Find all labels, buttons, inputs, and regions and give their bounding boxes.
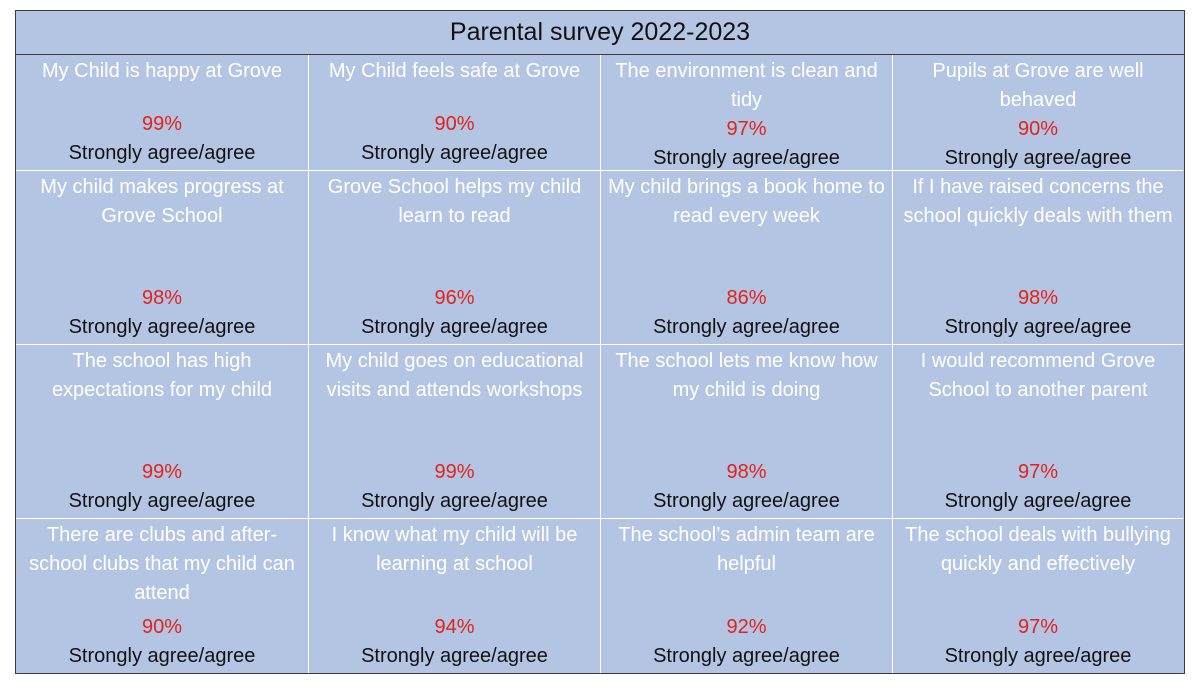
survey-answer: Strongly agree/agree <box>944 316 1132 338</box>
survey-question: Grove School helps my child learn to rea… <box>327 176 582 227</box>
survey-cell: Grove School helps my child learn to rea… <box>309 171 601 345</box>
survey-answer: Strongly agree/agree <box>361 142 548 164</box>
survey-cell: The school deals with bullying quickly a… <box>893 519 1183 673</box>
survey-answer: Strongly agree/agree <box>653 490 840 512</box>
survey-cell: My Child feels safe at Grove 90% Strongly … <box>309 55 601 171</box>
survey-question: The school deals with bullying quickly a… <box>905 524 1171 575</box>
survey-question: The school lets me know how my child is … <box>615 350 878 401</box>
survey-answer: Strongly agree/agree <box>944 645 1132 667</box>
survey-percent: 99% <box>141 113 183 135</box>
survey-cell: I would recommend Grove School to anothe… <box>893 345 1183 519</box>
survey-answer: Strongly agree/agree <box>653 147 840 169</box>
survey-cell: The school has high expectations for my … <box>16 345 309 519</box>
survey-cell: The environment is clean and tidy 97% Stro… <box>601 55 893 171</box>
survey-answer: Strongly agree/agree <box>68 142 256 164</box>
survey-question: The environment is clean and tidy <box>615 60 878 111</box>
survey-percent: 97% <box>1017 461 1059 483</box>
survey-question: My child brings a book home to read ever… <box>608 176 885 227</box>
survey-answer: Strongly agree/agree <box>68 316 256 338</box>
survey-question: There are clubs and after-school clubs t… <box>29 524 295 604</box>
survey-answer: Strongly agree/agree <box>944 147 1132 169</box>
survey-question: The school has high expectations for my … <box>51 350 273 401</box>
survey-percent: 97% <box>1017 616 1059 638</box>
survey-percent: 90% <box>141 616 183 638</box>
survey-question: My child makes progress at Grove School <box>40 176 284 227</box>
survey-question: The school’s admin team are helpful <box>618 524 875 575</box>
survey-question: My child goes on educational visits and … <box>325 350 584 401</box>
survey-percent: 98% <box>726 461 767 483</box>
survey-question: If I have raised concerns the school qui… <box>903 176 1173 227</box>
survey-answer: Strongly agree/agree <box>653 645 840 667</box>
survey-table: Parental survey 2022-2023 My Child is ha… <box>15 10 1185 674</box>
survey-cell: There are clubs and after-school clubs t… <box>16 519 309 673</box>
survey-percent: 97% <box>726 118 767 140</box>
survey-grid: My Child is happy at Grove 99% Strongly ag… <box>16 55 1184 673</box>
survey-cell: My child makes progress at Grove School 9… <box>16 171 309 345</box>
survey-cell: The school’s admin team are helpful 92% St… <box>601 519 893 673</box>
survey-cell: My child goes on educational visits and … <box>309 345 601 519</box>
survey-answer: Strongly agree/agree <box>68 645 256 667</box>
survey-cell: I know what my child will be learning at… <box>309 519 601 673</box>
survey-answer: Strongly agree/agree <box>361 645 548 667</box>
survey-cell: My child brings a book home to read ever… <box>601 171 893 345</box>
survey-answer: Strongly agree/agree <box>68 490 256 512</box>
survey-answer: Strongly agree/agree <box>944 490 1132 512</box>
survey-percent: 99% <box>434 461 475 483</box>
survey-answer: Strongly agree/agree <box>361 490 548 512</box>
survey-question: I would recommend Grove School to anothe… <box>920 350 1156 401</box>
survey-percent: 98% <box>141 287 183 309</box>
survey-question: Pupils at Grove are well behaved <box>932 60 1144 111</box>
survey-cell: If I have raised concerns the school qui… <box>893 171 1183 345</box>
survey-question: I know what my child will be learning at… <box>331 524 578 575</box>
survey-percent: 98% <box>1017 287 1059 309</box>
survey-question: My Child is happy at Grove <box>41 60 283 82</box>
survey-percent: 94% <box>434 616 475 638</box>
survey-question: My Child feels safe at Grove <box>328 60 581 82</box>
survey-answer: Strongly agree/agree <box>653 316 840 338</box>
survey-title: Parental survey 2022-2023 <box>16 11 1184 55</box>
survey-percent: 99% <box>141 461 183 483</box>
survey-cell: Pupils at Grove are well behaved 90% Stron… <box>893 55 1183 171</box>
survey-cell: My Child is happy at Grove 99% Strongly ag… <box>16 55 309 171</box>
survey-percent: 90% <box>434 113 475 135</box>
survey-percent: 90% <box>1017 118 1059 140</box>
survey-percent: 92% <box>726 616 767 638</box>
survey-percent: 96% <box>434 287 475 309</box>
survey-cell: The school lets me know how my child is … <box>601 345 893 519</box>
survey-percent: 86% <box>726 287 767 309</box>
survey-answer: Strongly agree/agree <box>361 316 548 338</box>
